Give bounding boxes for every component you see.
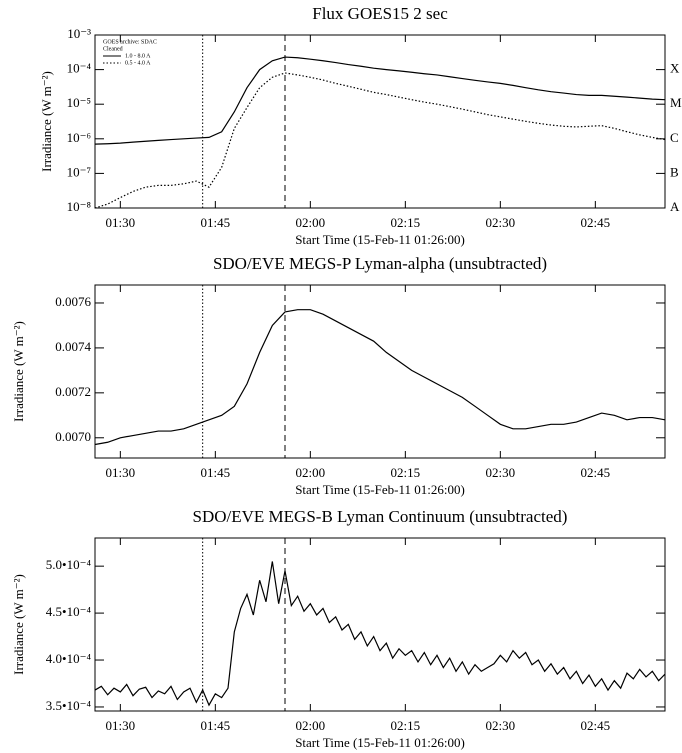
x-tick-label: 01:45 — [201, 465, 231, 480]
x-tick-label: 01:30 — [106, 465, 136, 480]
x-tick-label: 02:00 — [296, 215, 326, 230]
y-axis-label: Irradiance (W m⁻²) — [11, 574, 26, 675]
y-tick-label: 5.0•10⁻⁴ — [46, 557, 92, 572]
data-line — [94, 72, 666, 209]
panel: Flux GOES15 2 sec Start Time (15-Feb-11 0… — [39, 4, 682, 247]
y-tick-label: 4.5•10⁻⁴ — [46, 604, 92, 619]
x-tick-label: 01:30 — [106, 718, 136, 733]
x-tick-label: 01:45 — [201, 215, 231, 230]
y2-tick-label: M — [670, 95, 682, 110]
y-tick-label: 3.5•10⁻⁴ — [46, 698, 92, 713]
plot-frame — [94, 537, 666, 712]
y-tick-label: 10⁻⁶ — [67, 130, 91, 145]
y-axis-label: Irradiance (W m⁻²) — [39, 71, 54, 172]
x-tick-label: 02:45 — [581, 718, 611, 733]
x-tick-label: 02:15 — [391, 215, 421, 230]
plot-frame — [94, 284, 666, 459]
x-axis-label: Start Time (15-Feb-11 01:26:00) — [295, 735, 465, 750]
x-tick-label: 02:00 — [296, 465, 326, 480]
y-tick-label: 10⁻⁵ — [67, 95, 91, 110]
panel: SDO/EVE MEGS-B Lyman Continuum (unsubtra… — [11, 507, 666, 750]
chart-title: SDO/EVE MEGS-P Lyman-alpha (unsubtracted… — [213, 254, 547, 273]
x-tick-label: 02:30 — [486, 465, 516, 480]
x-tick-label: 01:45 — [201, 718, 231, 733]
y-tick-label: 10⁻⁴ — [67, 61, 92, 76]
y-tick-label: 10⁻⁷ — [67, 164, 91, 179]
y-tick-label: 0.0070 — [55, 429, 91, 444]
y2-tick-label: X — [670, 61, 680, 76]
chart-title: SDO/EVE MEGS-B Lyman Continuum (unsubtra… — [193, 507, 568, 526]
x-tick-label: 01:30 — [106, 215, 136, 230]
panel: SDO/EVE MEGS-P Lyman-alpha (unsubtracted… — [11, 254, 666, 497]
y-tick-label: 0.0074 — [55, 339, 91, 354]
x-tick-label: 02:45 — [581, 215, 611, 230]
x-tick-label: 02:15 — [391, 718, 421, 733]
x-tick-label: 02:45 — [581, 465, 611, 480]
data-line — [94, 56, 666, 145]
x-axis-label: Start Time (15-Feb-11 01:26:00) — [295, 232, 465, 247]
legend-title: GOES archive: SDAC — [103, 39, 157, 45]
legend-title: Cleaned — [103, 46, 123, 52]
legend-label: 0.5 - 4.0 A — [125, 60, 151, 66]
y2-tick-label: B — [670, 164, 679, 179]
chart-title: Flux GOES15 2 sec — [312, 4, 448, 23]
y-tick-label: 0.0076 — [55, 294, 91, 309]
y-tick-label: 10⁻⁸ — [67, 199, 92, 214]
y2-tick-label: C — [670, 130, 679, 145]
y2-tick-label: A — [670, 199, 680, 214]
data-line — [94, 561, 666, 707]
y-tick-label: 10⁻³ — [67, 26, 91, 41]
y-tick-label: 0.0072 — [55, 384, 91, 399]
y-axis-label: Irradiance (W m⁻²) — [11, 321, 26, 422]
x-tick-label: 02:00 — [296, 718, 326, 733]
legend-label: 1.0 - 8.0 A — [125, 53, 151, 59]
x-tick-label: 02:30 — [486, 215, 516, 230]
x-tick-label: 02:15 — [391, 465, 421, 480]
data-line — [94, 309, 666, 446]
x-axis-label: Start Time (15-Feb-11 01:26:00) — [295, 482, 465, 497]
plot-frame — [94, 34, 666, 209]
y-tick-label: 4.0•10⁻⁴ — [46, 651, 92, 666]
x-tick-label: 02:30 — [486, 718, 516, 733]
